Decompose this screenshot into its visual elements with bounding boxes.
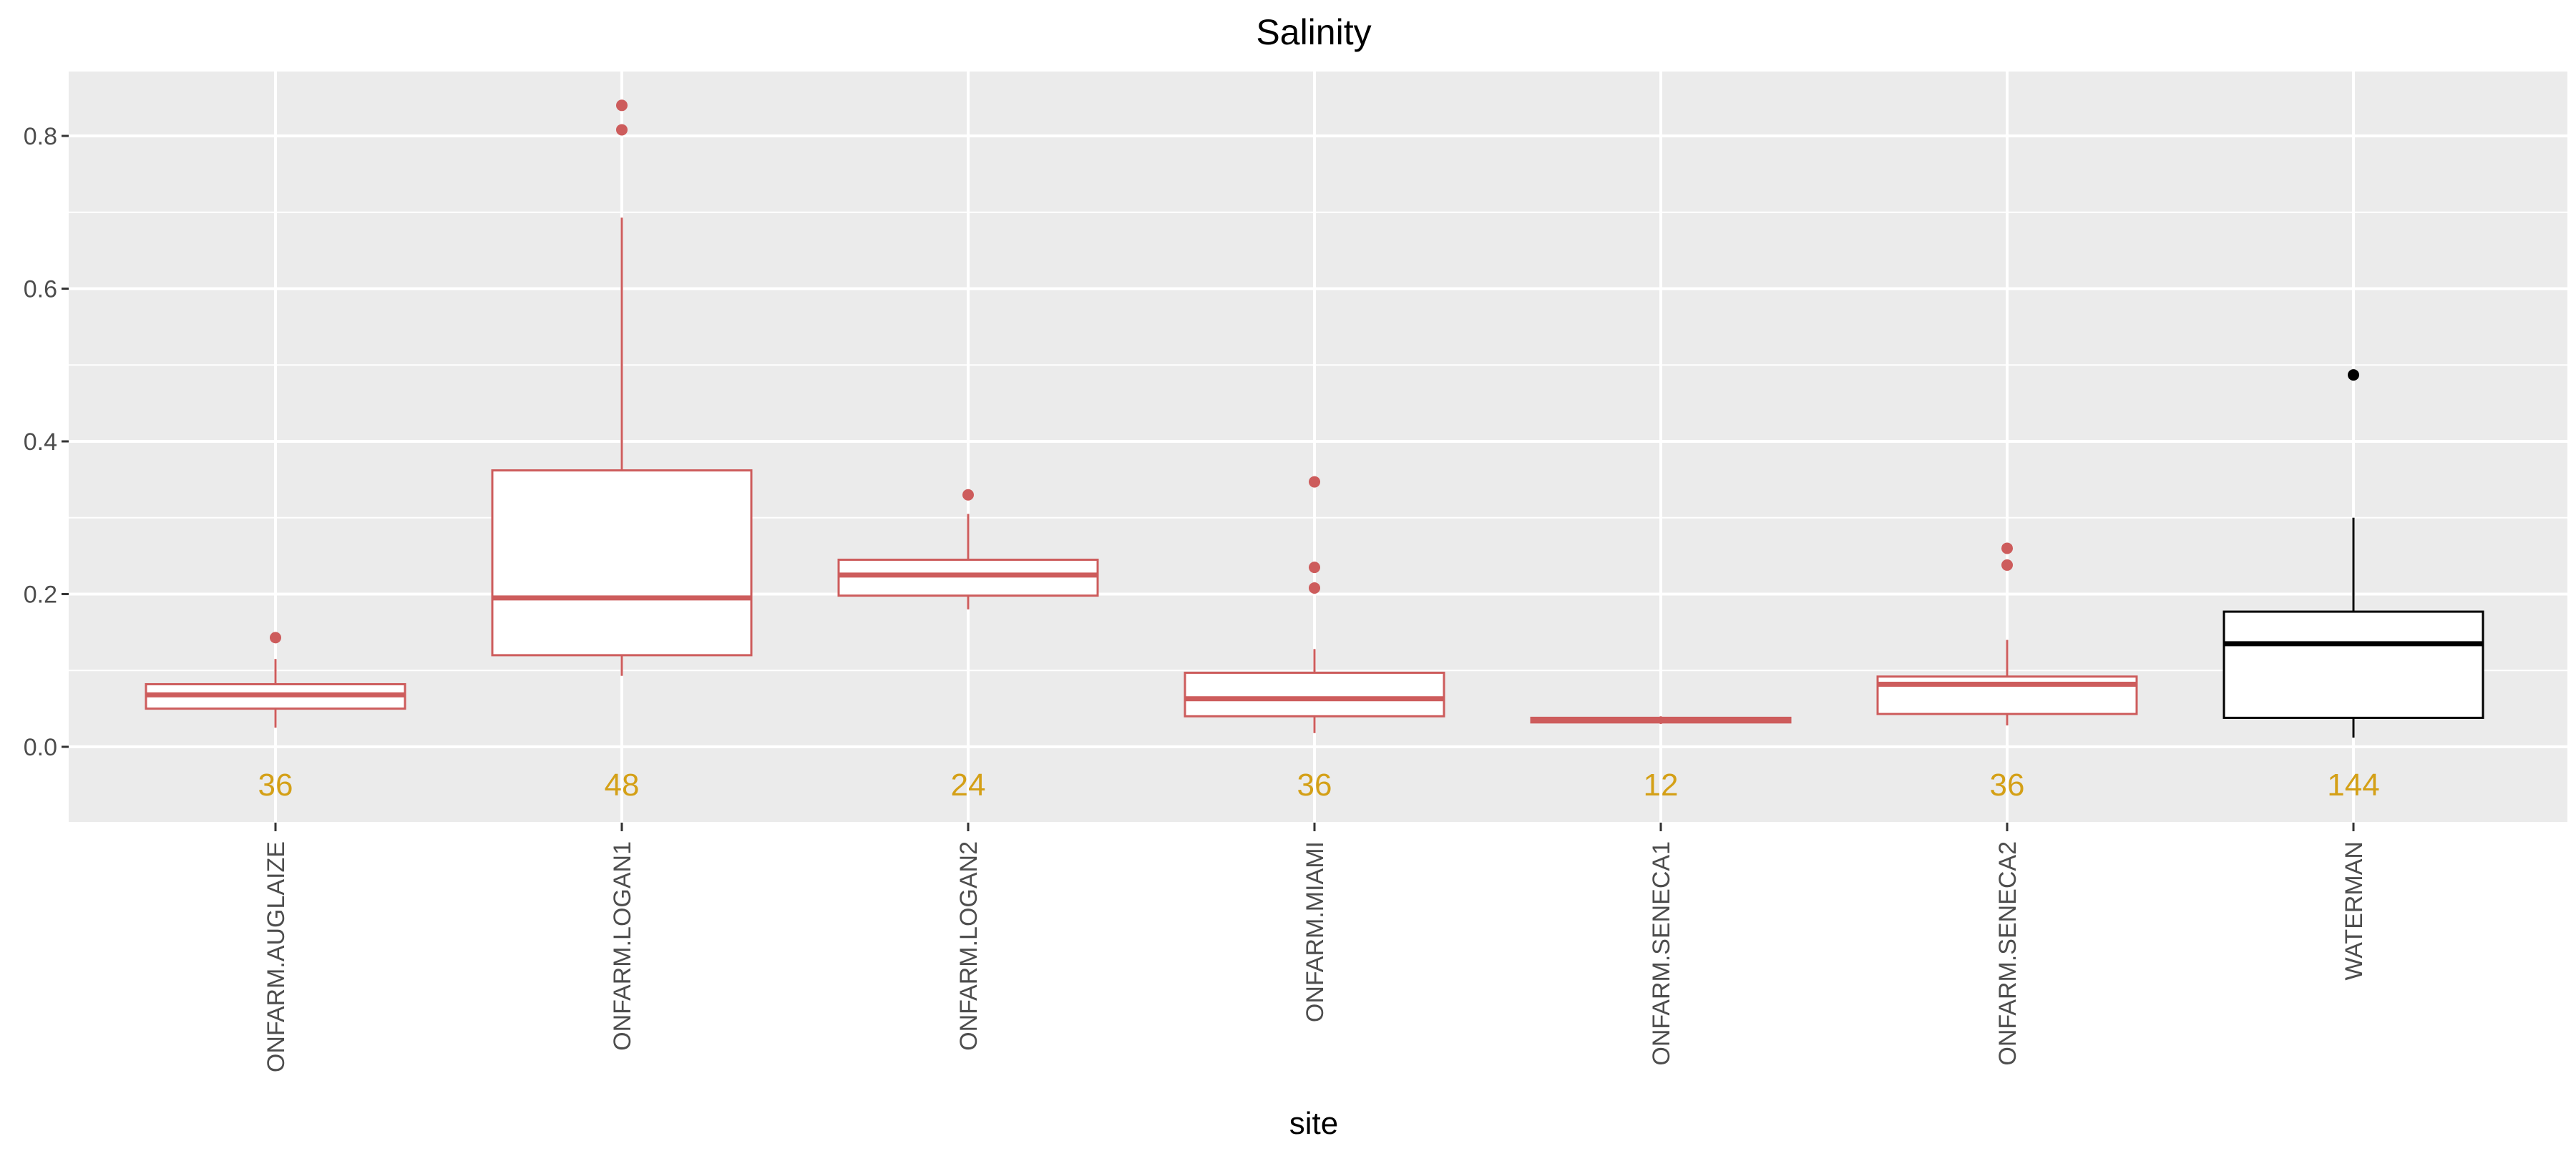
count-label: 36	[258, 768, 293, 803]
box-onfarm-seneca1	[1530, 716, 1792, 724]
x-tick-label: WATERMAN	[2341, 841, 2368, 981]
count-label: 12	[1644, 768, 1679, 803]
x-tick-label: ONFARM.LOGAN2	[955, 841, 982, 1051]
count-label: 144	[2327, 768, 2379, 803]
count-label: 36	[1297, 768, 1332, 803]
count-label: 36	[1990, 768, 2025, 803]
outlier-point	[1309, 582, 1320, 594]
iqr-box	[2223, 610, 2484, 719]
outlier-point	[1309, 562, 1320, 574]
y-tick-label: 0.8	[24, 123, 57, 150]
outlier-point	[616, 99, 628, 112]
chart-title: Salinity	[1256, 12, 1371, 52]
outlier-point	[616, 124, 628, 136]
box-onfarm-logan2	[837, 489, 1099, 609]
box-onfarm-seneca2	[1876, 542, 2138, 726]
sample-counts: 36 48 24 36 12 36 144	[258, 768, 2380, 803]
y-tick-label: 0.4	[24, 428, 57, 456]
x-axis-title: site	[1289, 1106, 1338, 1141]
count-label: 24	[951, 768, 986, 803]
outlier-point	[1309, 476, 1320, 488]
y-tick-label: 0.2	[24, 582, 57, 609]
x-tick-label: ONFARM.LOGAN1	[609, 841, 636, 1051]
outlier-point	[2001, 542, 2013, 554]
iqr-box	[491, 469, 753, 657]
outlier-point	[962, 489, 974, 501]
box-waterman	[2223, 369, 2484, 738]
outlier-point	[2348, 369, 2359, 381]
iqr-box	[1184, 671, 1445, 717]
y-tick-label: 0.6	[24, 276, 57, 303]
outlier-point	[2001, 559, 2013, 571]
box-onfarm-auglaize	[145, 632, 406, 728]
outlier-point	[270, 632, 281, 644]
y-tick-label: 0.0	[24, 734, 57, 761]
x-tick-label: ONFARM.AUGLAIZE	[263, 841, 290, 1072]
x-axis: ONFARM.AUGLAIZE ONFARM.LOGAN1 ONFARM.LOGAN…	[69, 822, 2567, 1072]
iqr-box	[837, 558, 1099, 597]
box-onfarm-miami	[1184, 476, 1445, 733]
x-tick-label: ONFARM.MIAMI	[1302, 841, 1329, 1022]
box-onfarm-logan1	[491, 99, 753, 676]
y-axis: 0.0 0.2 0.4 0.6 0.8	[24, 123, 69, 761]
boxes	[145, 99, 2484, 738]
count-label: 48	[605, 768, 640, 803]
x-tick-label: ONFARM.SENECA1	[1648, 841, 1675, 1066]
x-tick-label: ONFARM.SENECA2	[1994, 841, 2021, 1066]
